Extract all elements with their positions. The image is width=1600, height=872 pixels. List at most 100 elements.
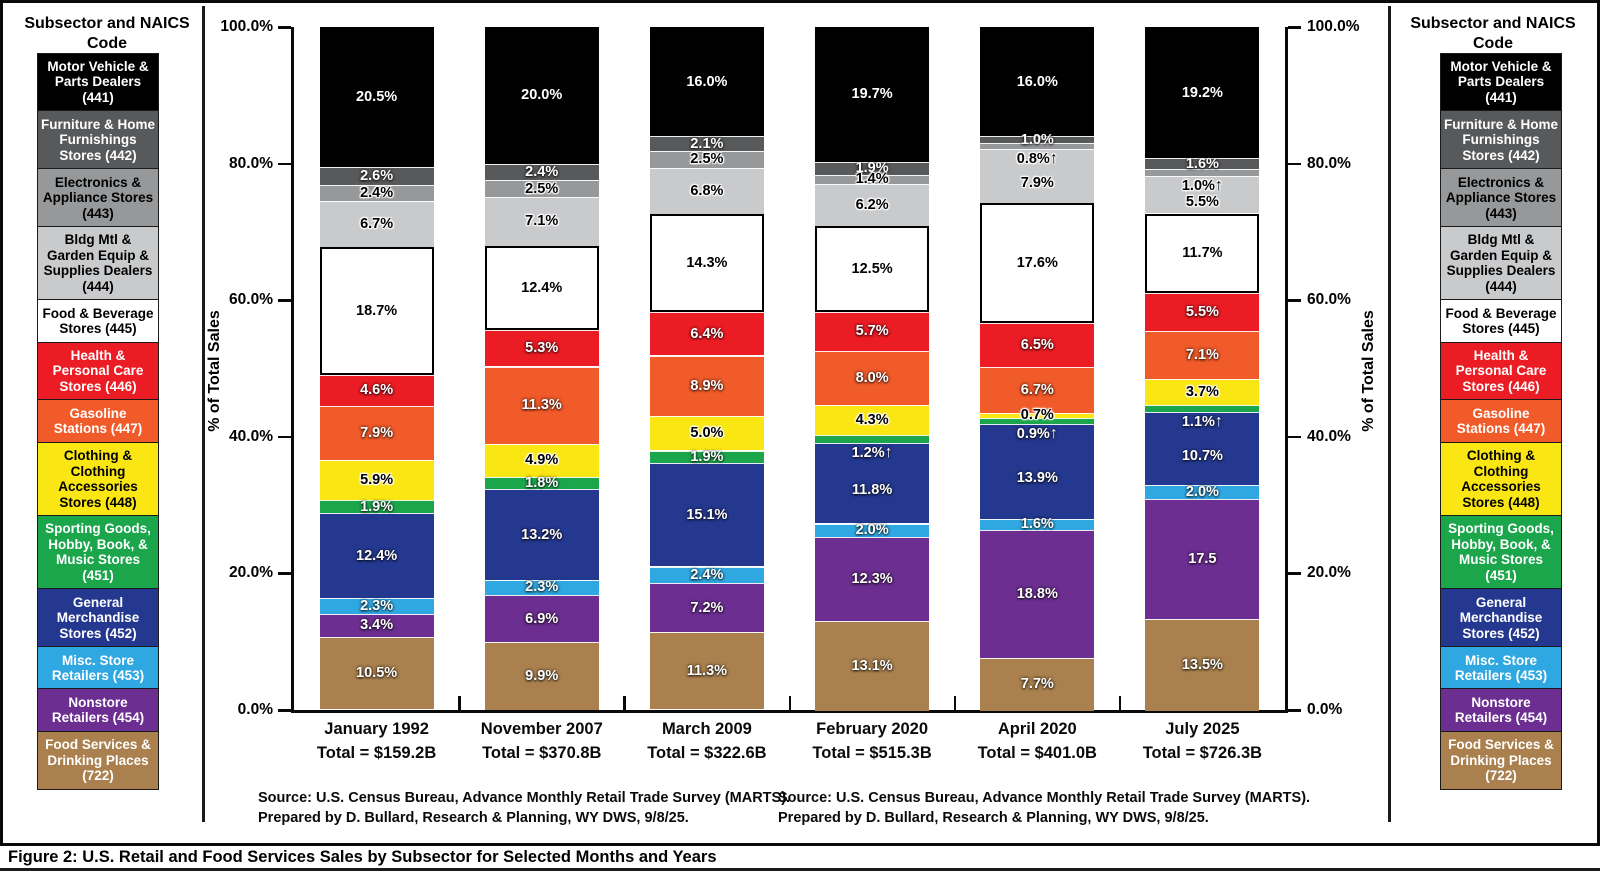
- bar-segment-442: [319, 167, 434, 185]
- bar-segment-446: [319, 374, 434, 406]
- bar-segment-444: [649, 167, 764, 215]
- bar-segment-label: 11.3%: [521, 397, 562, 413]
- bar-segment-448: [484, 443, 599, 478]
- bar-segment-label: 16.0%: [1016, 73, 1058, 90]
- right-separator-line: [1388, 6, 1391, 822]
- up-arrow-icon: ↑: [1049, 424, 1058, 442]
- bar-segment-443: [649, 150, 764, 168]
- legend-item-446: Health & Personal Care Stores (446): [37, 341, 159, 401]
- bar-segment-444: [319, 201, 434, 247]
- bar-segment-445: [980, 202, 1095, 323]
- y-tick-label-left: 0.0%: [237, 701, 273, 718]
- bar-segment-445: [484, 245, 599, 331]
- y-tick-left: [278, 572, 291, 575]
- bar-segment-448: [649, 416, 764, 451]
- bar-segment-446: [484, 330, 599, 367]
- legend-item-722: Food Services & Drinking Places (722): [37, 730, 159, 791]
- bar-segment-454: [319, 613, 434, 637]
- legend-item-447: Gasoline Stations (447): [37, 399, 159, 444]
- bar-segment-443: [980, 143, 1095, 149]
- y-tick-label-right: 100.0%: [1307, 18, 1360, 35]
- bar-segment-441: [649, 27, 764, 137]
- y-tick-label-left: 20.0%: [229, 564, 273, 582]
- bar-segment-label: 10.5%: [356, 664, 398, 681]
- bar-segment-448: [319, 460, 434, 501]
- bar-segment-722: [649, 632, 764, 710]
- y-tick-left: [278, 26, 291, 29]
- y-tick-label-left: 60.0%: [229, 291, 273, 309]
- bar-segment-label: 5.5%: [1185, 304, 1219, 321]
- y-tick-right: [1288, 435, 1301, 439]
- bar-segment-722: [319, 636, 434, 709]
- bar-segment-445: [649, 214, 764, 312]
- bar-segment-454: [1145, 499, 1260, 619]
- bar-segment-label: 6.4%: [690, 325, 724, 342]
- bar-segment-443: [815, 174, 930, 185]
- bar-segment-label: 13.2%: [521, 526, 563, 543]
- source-note-left: Source: U.S. Census Bureau, Advance Mont…: [258, 788, 790, 828]
- y-tick-label-right: 40.0%: [1307, 427, 1351, 445]
- bar-segment-label: 14.3%: [686, 255, 728, 271]
- y-axis-line-right: [1285, 27, 1288, 710]
- bar-segment-label: 2.4%: [690, 566, 724, 583]
- bar-segment-label: 11.8%: [851, 482, 893, 499]
- bar-segment-445: [319, 246, 434, 375]
- bar-segment-label: 12.4%: [521, 279, 563, 296]
- legend-item-453: Misc. Store Retailers (453): [1440, 646, 1562, 690]
- x-category-tick: [1118, 696, 1122, 710]
- bar-segment-label: 6.9%: [525, 610, 559, 627]
- bar-segment-label: 0.8%↑: [1016, 149, 1058, 167]
- bar-segment-label: 20.5%: [356, 89, 398, 105]
- bar-segment-442: [815, 161, 930, 175]
- bar-segment-label: 20.0%: [521, 87, 563, 104]
- bar-segment-451: [1145, 404, 1260, 413]
- bar-segment-label: 6.2%: [855, 197, 889, 214]
- y-tick-label-right: 80.0%: [1307, 154, 1351, 172]
- legend-item-448: Clothing & Clothing Accessories Stores (…: [1440, 441, 1562, 517]
- bar-segment-label: 12.5%: [851, 261, 893, 278]
- bar-segment-label: 5.5%: [1185, 193, 1219, 210]
- left-separator-line: [202, 6, 205, 822]
- bar-segment-label: 1.2%↑: [851, 443, 893, 461]
- bar-segment-label: 11.3%: [686, 662, 728, 679]
- y-tick-right: [1288, 299, 1301, 302]
- y-tick-right: [1288, 709, 1301, 712]
- bar-segment-453: [1145, 485, 1260, 499]
- y-tick-right: [1288, 26, 1301, 29]
- bar-segment-451: [815, 434, 930, 443]
- legend-item-448: Clothing & Clothing Accessories Stores (…: [37, 441, 159, 517]
- bar-segment-label: 1.1%↑: [1181, 413, 1223, 431]
- bar-segment-446: [649, 311, 764, 356]
- bar-segment-label: 7.1%: [1185, 347, 1219, 364]
- bar-segment-label: 15.1%: [686, 507, 728, 523]
- plot-area: 100.0% 100.0% 80.0% 80.0% 60.0% 60.0% 40.0% 40.…: [220, 18, 1360, 762]
- bar-segment-label: 1.8%: [525, 475, 559, 492]
- category-label: March 2009: [661, 720, 752, 738]
- bar-segment-label: 7.9%: [1020, 174, 1054, 191]
- category-label: November 2007: [480, 720, 603, 738]
- bar-segment-442: [980, 136, 1095, 144]
- source-line: Prepared by D. Bullard, Research & Plann…: [258, 810, 689, 826]
- chart-outer-frame: [0, 0, 1600, 846]
- bar-segment-443: [484, 180, 599, 198]
- y-tick-left: [278, 435, 291, 439]
- y-tick-right: [1288, 572, 1301, 575]
- bar-segment-722: [1145, 618, 1260, 711]
- y-tick-label-left: 40.0%: [229, 427, 273, 445]
- bar-segment-label: 2.0%: [855, 522, 889, 539]
- bar-segment-label: 5.0%: [690, 425, 724, 442]
- bar-segment-label: 1.9%: [360, 498, 394, 515]
- bar-segment-442: [649, 136, 764, 151]
- legend-item-441: Motor Vehicle & Parts Dealers (441): [37, 52, 159, 112]
- legend-panel-left: Subsector and NAICS Code: [12, 8, 202, 58]
- source-line: Source: U.S. Census Bureau, Advance Mont…: [778, 790, 1311, 806]
- bottom-rule: [0, 868, 1600, 871]
- legend-item-446: Health & Personal Care Stores (446): [1440, 341, 1562, 401]
- bar-segment-444: [484, 197, 599, 246]
- bar-segment-label: 7.7%: [1020, 676, 1054, 693]
- source-line: Source: U.S. Census Bureau, Advance Mont…: [258, 790, 791, 806]
- bar-segment-label: 18.8%: [1016, 585, 1058, 602]
- bar-segment-448: [980, 412, 1095, 418]
- bar-segment-452: [484, 489, 599, 580]
